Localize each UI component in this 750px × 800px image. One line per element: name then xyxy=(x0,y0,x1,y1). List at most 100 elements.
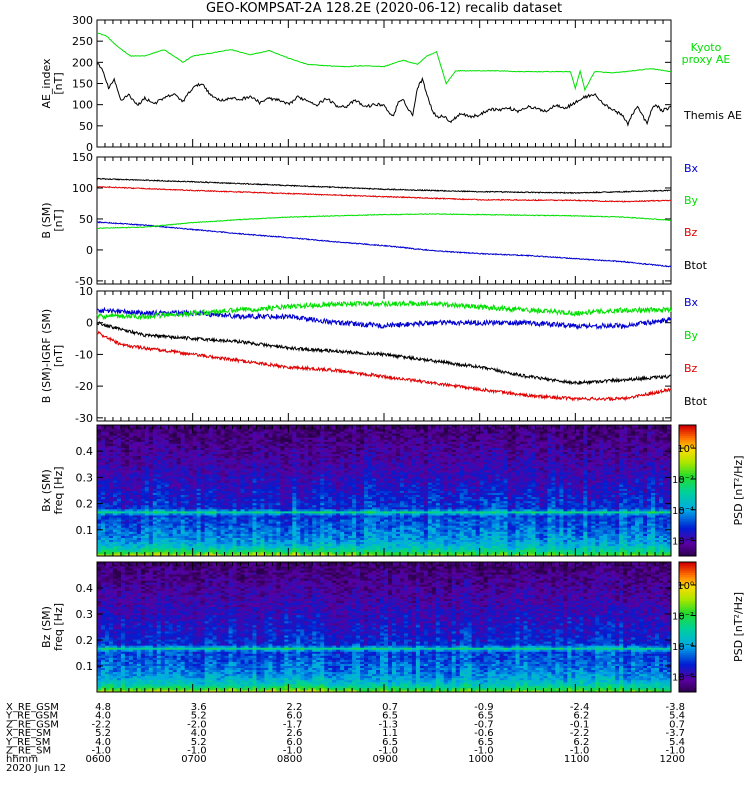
spectrogram-cell xyxy=(212,519,217,522)
spectrogram-cell xyxy=(200,465,206,469)
spectrogram-cell xyxy=(284,478,289,481)
spectrogram-cell xyxy=(224,508,229,512)
spectrogram-cell xyxy=(224,494,229,498)
spectrogram-cell xyxy=(212,549,217,553)
spectrogram-cell xyxy=(236,535,241,538)
spectrogram-cell xyxy=(340,465,345,469)
spectrogram-cell xyxy=(208,545,213,549)
spectrogram-cell xyxy=(336,453,341,457)
spectrogram-cell xyxy=(172,513,178,516)
spectrogram-cell xyxy=(264,539,269,543)
spectrogram-cell xyxy=(332,478,337,481)
spectrogram-cell xyxy=(248,553,253,557)
spectrogram-cell xyxy=(164,525,170,528)
spectrogram-cell xyxy=(188,504,194,508)
spectrogram-cell xyxy=(316,443,321,446)
spectrogram-cell xyxy=(304,472,309,475)
spectrogram-cell xyxy=(124,549,130,553)
spectrogram-cell xyxy=(336,476,341,479)
spectrogram-cell xyxy=(256,519,261,522)
spectrogram-cell xyxy=(368,504,373,508)
spectrogram-cell xyxy=(332,504,337,508)
spectrogram-cell xyxy=(136,496,142,500)
spectrogram-cell xyxy=(320,433,325,436)
spectrogram-cell xyxy=(256,451,261,455)
spectrogram-cell xyxy=(348,504,353,508)
spectrogram-cell xyxy=(172,521,178,524)
spectrogram-cell xyxy=(148,519,154,522)
spectrogram-cell xyxy=(292,531,297,534)
spectrogram-cell xyxy=(184,431,190,434)
spectrogram-cell xyxy=(300,427,305,430)
spectrogram-cell xyxy=(140,463,146,467)
spectrogram-cell xyxy=(180,463,186,467)
spectrogram-cell xyxy=(156,508,162,512)
spectrogram-cell xyxy=(368,459,373,463)
spectrogram-cell xyxy=(224,547,229,551)
spectrogram-cell xyxy=(364,482,369,485)
spectrogram-cell xyxy=(172,443,178,446)
spectrogram-cell xyxy=(316,502,321,506)
spectrogram-cell xyxy=(264,533,269,536)
spectrogram-cell xyxy=(244,431,249,434)
spectrogram-cell xyxy=(184,478,190,481)
spectrogram-cell xyxy=(264,498,269,502)
spectrogram-cell xyxy=(164,539,170,543)
spectrogram-cell xyxy=(232,463,237,467)
spectrogram-cell xyxy=(340,455,345,459)
spectrogram-cell xyxy=(164,470,170,473)
spectrogram-cell xyxy=(272,459,277,463)
spectrogram-cell xyxy=(268,439,273,442)
spectrogram-cell xyxy=(108,484,114,487)
spectrogram-cell xyxy=(204,431,210,434)
spectrogram-cell xyxy=(100,535,106,538)
spectrogram-cell xyxy=(120,535,126,538)
spectrogram-cell xyxy=(120,541,126,545)
spectrogram-cell xyxy=(144,513,150,516)
spectrogram-cell xyxy=(244,529,249,532)
spectrogram-cell xyxy=(144,480,150,483)
spectrogram-cell xyxy=(280,496,285,500)
y-tick-label: -30 xyxy=(75,412,93,425)
spectrogram-cell xyxy=(220,539,225,543)
spectrogram-cell xyxy=(336,513,341,516)
spectrogram-cell xyxy=(264,431,269,434)
spectrogram-cell xyxy=(188,470,194,473)
spectrogram-cell xyxy=(220,443,225,446)
spectrogram-cell xyxy=(184,545,190,549)
spectrogram-cell xyxy=(328,513,333,516)
spectrogram-cell xyxy=(264,463,269,467)
spectrogram-cell xyxy=(356,529,361,532)
spectrogram-cell xyxy=(204,484,210,487)
spectrogram-cell xyxy=(144,429,150,432)
spectrogram-cell xyxy=(332,433,337,436)
spectrogram-cell xyxy=(336,496,341,500)
spectrogram-cell xyxy=(336,451,341,455)
spectrogram-cell xyxy=(176,429,182,432)
spectrogram-cell xyxy=(304,439,309,442)
spectrogram-cell xyxy=(224,486,229,489)
spectrogram-cell xyxy=(364,431,369,434)
spectrogram-cell xyxy=(296,510,301,514)
spectrogram-cell xyxy=(204,443,210,446)
spectrogram-cell xyxy=(164,467,170,471)
spectrogram-cell xyxy=(316,506,321,510)
spectrogram-cell xyxy=(344,506,349,510)
spectrogram-cell xyxy=(300,519,305,522)
spectrogram-cell xyxy=(360,461,365,465)
spectrogram-cell xyxy=(148,425,154,428)
spectrogram-cell xyxy=(200,500,206,504)
spectrogram-cell xyxy=(220,453,225,457)
spectrogram-cell xyxy=(252,484,257,487)
spectrogram-cell xyxy=(188,453,194,457)
spectrogram-cell xyxy=(236,447,241,450)
spectrogram-cell xyxy=(228,545,233,549)
spectrogram-cell xyxy=(112,486,118,489)
spectrogram-cell xyxy=(97,459,102,463)
spectrogram-cell xyxy=(100,517,106,520)
spectrogram-cell xyxy=(220,549,225,553)
spectrogram-cell xyxy=(248,427,253,430)
spectrogram-cell xyxy=(236,425,241,428)
spectrogram-cell xyxy=(296,443,301,446)
spectrogram-cell xyxy=(360,529,365,532)
